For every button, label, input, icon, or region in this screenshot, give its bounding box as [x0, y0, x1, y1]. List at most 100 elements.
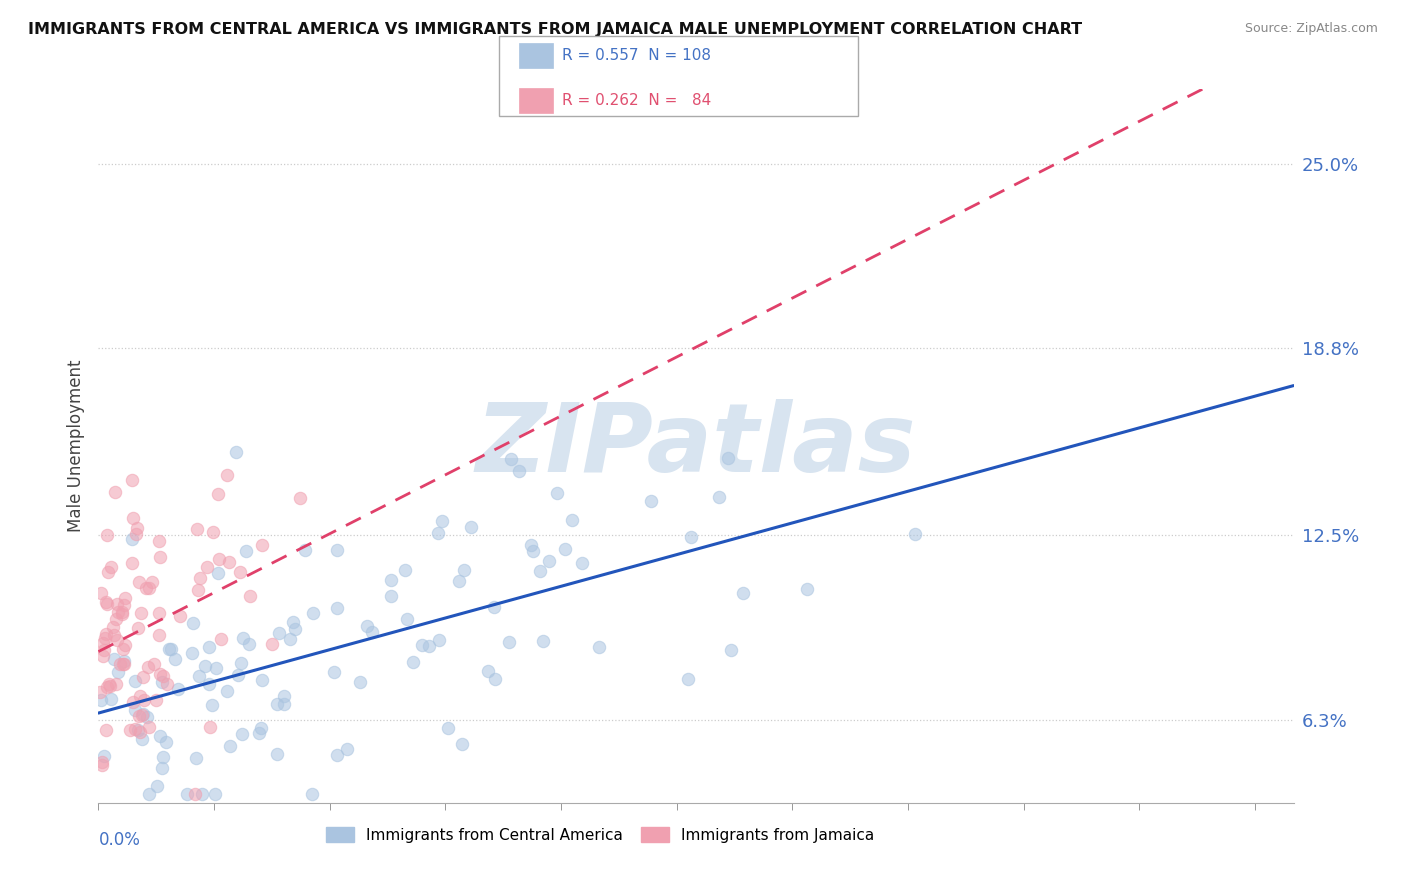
Point [111, 657, 134, 672]
Point [166, 681, 188, 696]
Point [191, 787, 214, 801]
Point [323, 665, 346, 679]
Point [128, 575, 150, 590]
Point [112, 654, 135, 668]
Point [125, 526, 148, 541]
Point [93, 643, 115, 657]
Point [250, 721, 273, 735]
Point [104, 484, 127, 499]
Point [204, 661, 226, 675]
Point [107, 665, 129, 680]
Point [114, 591, 136, 606]
Point [278, 632, 301, 646]
Point [207, 487, 229, 501]
Point [717, 450, 740, 465]
Text: R = 0.262  N =   84: R = 0.262 N = 84 [562, 94, 711, 108]
Point [91, 648, 114, 663]
Point [477, 664, 499, 678]
Point [132, 670, 155, 684]
Point [229, 565, 252, 579]
Point [96, 598, 118, 612]
Point [131, 708, 153, 723]
Point [537, 554, 560, 568]
Point [437, 721, 460, 735]
Point [238, 589, 260, 603]
Text: ZIPatlas: ZIPatlas [475, 400, 917, 492]
Point [235, 544, 257, 558]
Point [588, 640, 610, 654]
Point [138, 720, 160, 734]
Point [571, 556, 593, 570]
Point [418, 639, 440, 653]
Point [554, 541, 576, 556]
Point [169, 609, 191, 624]
Point [796, 582, 818, 597]
Point [181, 616, 204, 631]
Point [180, 646, 202, 660]
Point [204, 787, 226, 801]
Point [135, 709, 157, 723]
Point [380, 589, 402, 603]
Point [247, 726, 270, 740]
Point [201, 698, 224, 713]
Point [93, 749, 115, 764]
Point [284, 622, 307, 636]
Point [349, 675, 371, 690]
Point [411, 638, 433, 652]
Point [112, 657, 135, 671]
Point [149, 666, 172, 681]
Point [122, 511, 145, 525]
Point [453, 563, 475, 577]
Point [131, 731, 153, 746]
Point [89, 685, 111, 699]
Point [183, 787, 205, 801]
Point [217, 467, 239, 482]
Point [103, 628, 125, 642]
Point [128, 724, 150, 739]
Text: 0.0%: 0.0% [98, 831, 141, 849]
Point [127, 723, 149, 737]
Point [127, 621, 149, 635]
Point [91, 755, 114, 769]
Point [266, 747, 288, 761]
Point [111, 607, 134, 621]
Point [679, 530, 702, 544]
Point [148, 534, 170, 549]
Point [186, 523, 208, 537]
Point [301, 787, 323, 801]
Point [676, 672, 699, 686]
Point [380, 573, 402, 587]
Point [155, 735, 177, 749]
Point [118, 723, 141, 738]
Point [96, 723, 118, 737]
Point [150, 675, 173, 690]
Point [97, 565, 120, 579]
Point [294, 542, 316, 557]
Point [326, 542, 349, 557]
Point [904, 526, 927, 541]
Point [231, 727, 253, 741]
Point [232, 632, 254, 646]
Point [499, 451, 522, 466]
Point [218, 555, 240, 569]
Point [96, 528, 118, 542]
Point [432, 515, 454, 529]
Point [149, 730, 172, 744]
Point [110, 605, 132, 619]
Point [427, 526, 450, 541]
Point [498, 634, 520, 648]
Point [124, 703, 146, 717]
Point [402, 656, 425, 670]
Point [96, 680, 118, 694]
Point [132, 692, 155, 706]
Point [143, 657, 166, 671]
Point [356, 619, 378, 633]
Point [100, 560, 122, 574]
Point [128, 689, 150, 703]
Legend: Immigrants from Central America, Immigrants from Jamaica: Immigrants from Central America, Immigra… [321, 821, 880, 848]
Point [148, 606, 170, 620]
Point [484, 673, 506, 687]
Point [396, 612, 419, 626]
Point [128, 709, 150, 723]
Point [176, 787, 198, 801]
